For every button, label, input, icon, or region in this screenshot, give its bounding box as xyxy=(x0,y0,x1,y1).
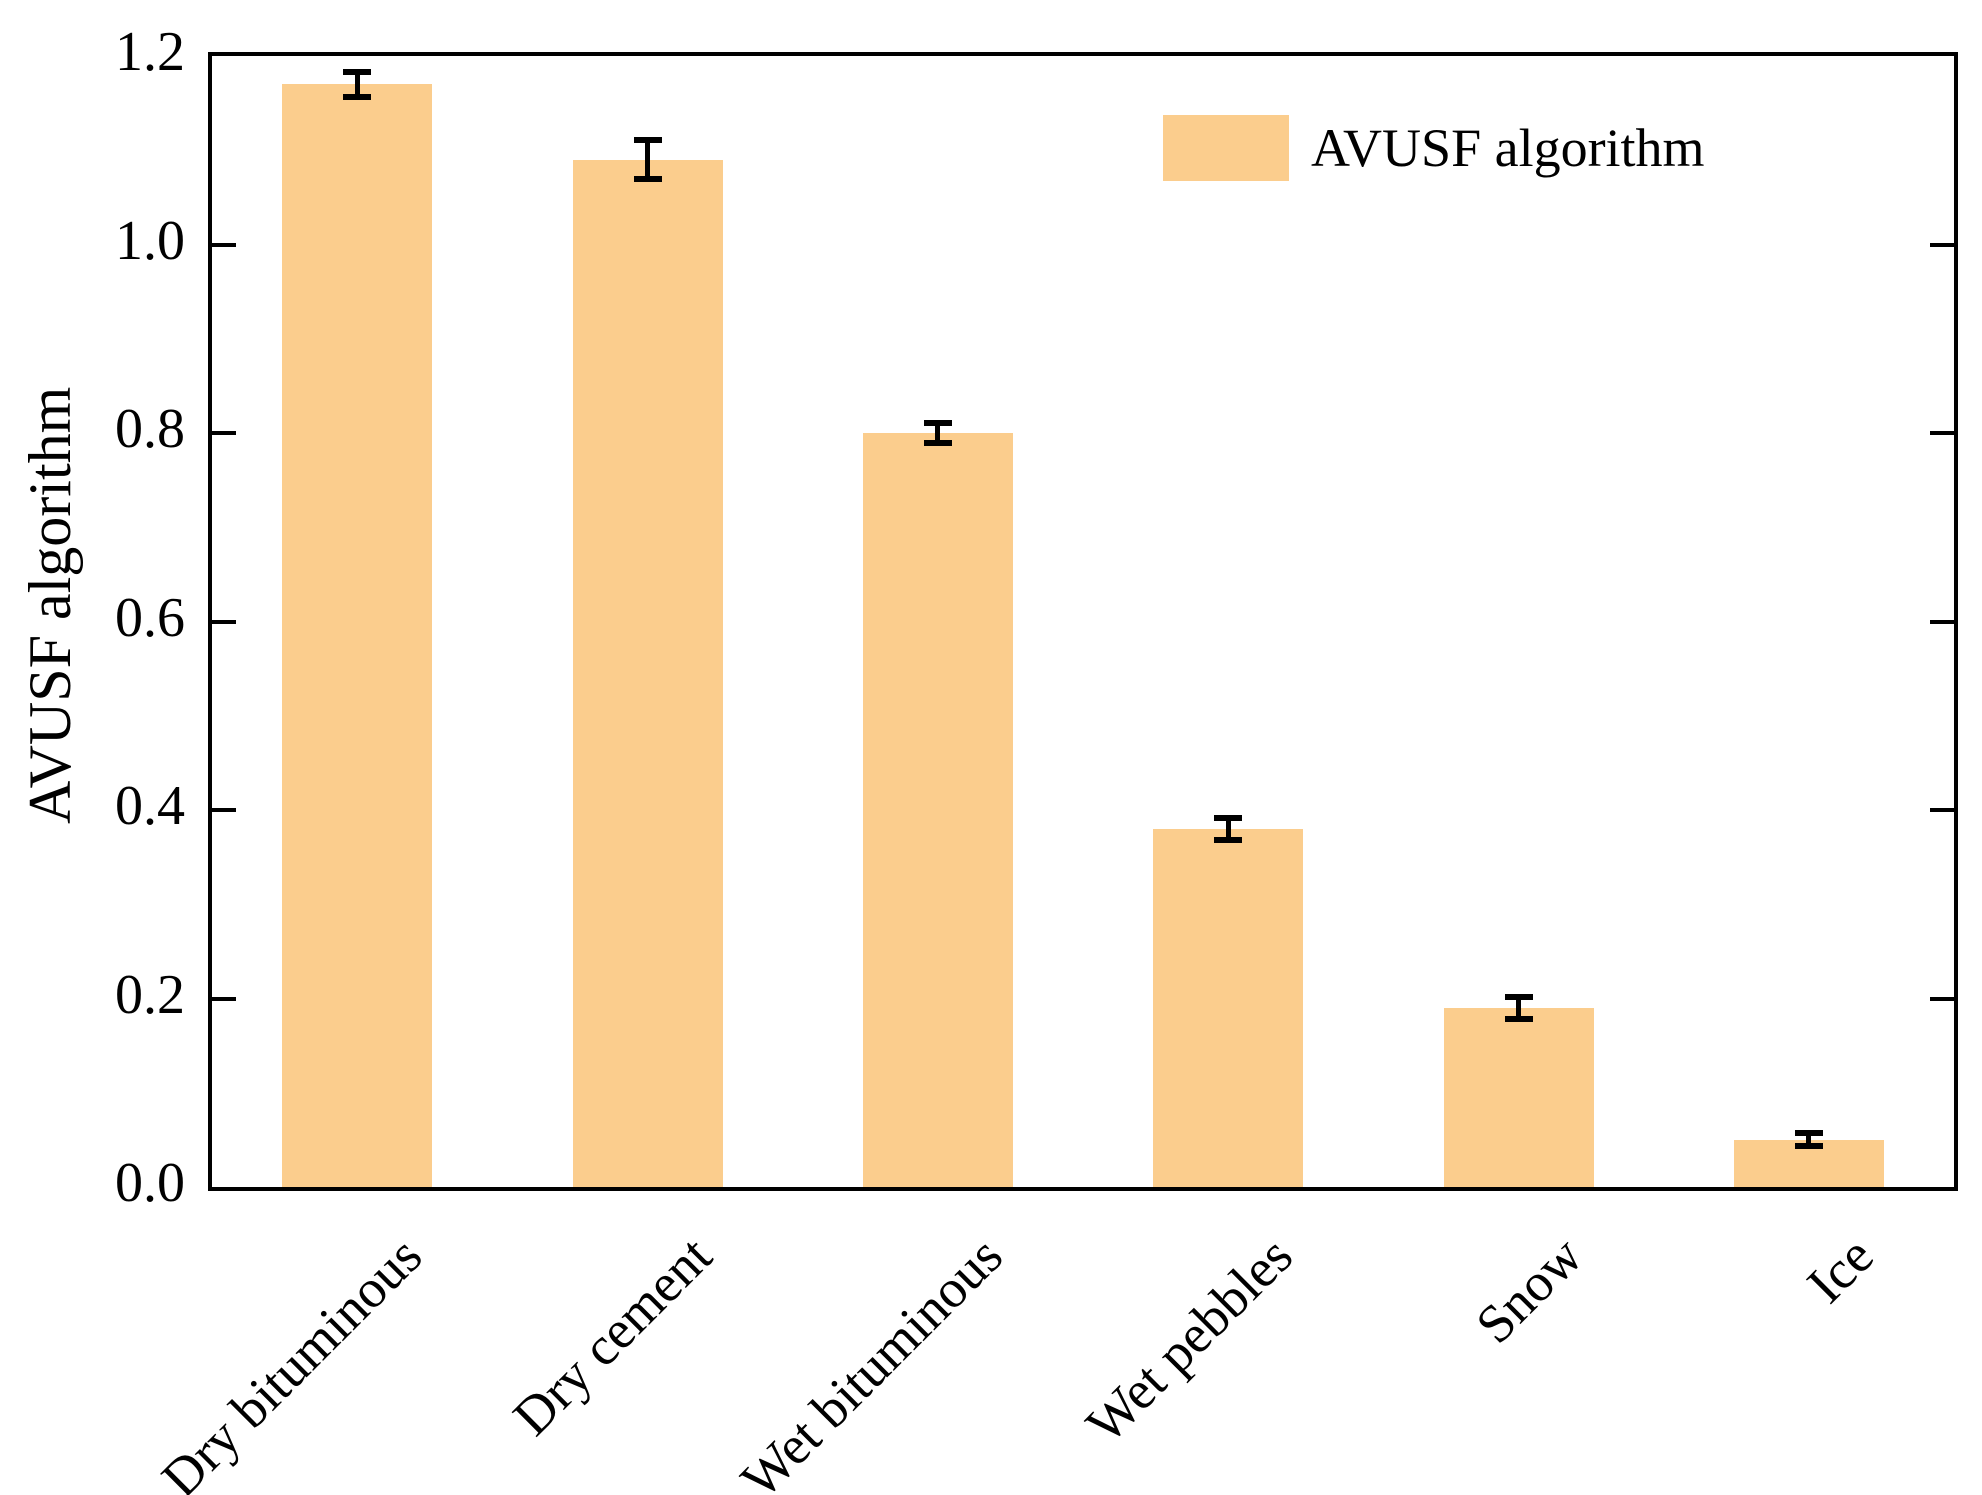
y-tick-right xyxy=(1930,996,1954,1001)
y-tick-label: 0.8 xyxy=(115,398,185,460)
legend-swatch xyxy=(1163,115,1289,181)
error-bar-cap-bottom xyxy=(923,440,952,447)
x-tick-label-dry-bituminous: Dry bituminous xyxy=(149,1225,433,1495)
y-tick-label: 0.4 xyxy=(115,775,185,837)
error-bar-cap-bottom xyxy=(1504,1016,1533,1023)
y-tick-label: 0.6 xyxy=(115,586,185,649)
x-tick-label-dry-cement: Dry cement xyxy=(501,1225,724,1447)
y-axis-label: AVUSF algorithm xyxy=(17,386,83,824)
y-tick-left xyxy=(212,242,236,247)
bar-snow xyxy=(1443,1007,1594,1187)
y-tick-left xyxy=(212,619,236,624)
y-tick-left xyxy=(212,808,236,812)
bar-dry-cement xyxy=(572,159,723,1187)
y-tick-label: 0.0 xyxy=(115,1152,185,1214)
error-bar-cap-top xyxy=(1214,814,1243,821)
x-tick-label-ice: Ice xyxy=(1795,1225,1885,1315)
y-tick-label: 1.2 xyxy=(115,21,185,83)
error-bar-cap-bottom xyxy=(633,176,662,183)
error-bar xyxy=(1225,817,1231,841)
error-bar-cap-top xyxy=(923,419,952,426)
error-bar xyxy=(354,72,360,97)
error-bar xyxy=(935,422,941,444)
error-bar-cap-bottom xyxy=(343,93,372,100)
error-bar-cap-bottom xyxy=(1214,837,1243,844)
y-tick-right xyxy=(1930,808,1954,812)
error-bar-cap-top xyxy=(1794,1130,1823,1137)
error-bar xyxy=(645,139,650,180)
error-bar-cap-top xyxy=(1504,993,1533,1000)
bar-wet-bituminous xyxy=(862,433,1013,1187)
error-bar xyxy=(1516,996,1521,1020)
y-tick-right xyxy=(1930,242,1954,247)
x-tick-label-snow: Snow xyxy=(1464,1225,1595,1355)
bar-dry-bituminous xyxy=(282,84,433,1187)
y-tick-label: 0.2 xyxy=(115,963,185,1026)
y-tick-label: 1.0 xyxy=(115,209,185,272)
error-bar-cap-bottom xyxy=(1794,1143,1823,1150)
x-tick-label-wet-bituminous: Wet bituminous xyxy=(729,1225,1014,1495)
y-tick-right xyxy=(1930,619,1954,624)
legend-label: AVUSF algorithm xyxy=(1311,118,1705,178)
y-tick-left xyxy=(212,996,236,1001)
error-bar xyxy=(1806,1133,1812,1147)
plot-area xyxy=(208,52,1958,1191)
y-tick-left xyxy=(212,431,236,435)
error-bar-cap-top xyxy=(633,136,662,143)
x-tick-label-wet-pebbles: Wet pebbles xyxy=(1074,1225,1304,1455)
error-bar-cap-top xyxy=(343,69,372,76)
y-tick-right xyxy=(1930,431,1954,435)
legend: AVUSF algorithm xyxy=(1163,115,1705,181)
bar-wet-pebbles xyxy=(1153,828,1304,1187)
